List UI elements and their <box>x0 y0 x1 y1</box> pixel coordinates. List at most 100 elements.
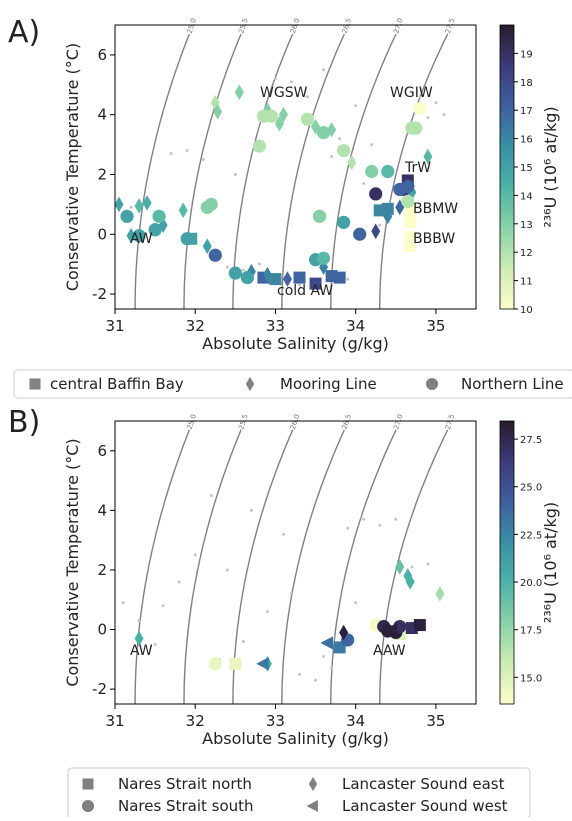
background-point <box>241 268 245 272</box>
data-point <box>365 164 379 179</box>
data-point <box>269 273 282 286</box>
isopycnal <box>330 33 397 309</box>
data-point <box>404 216 417 229</box>
background-point <box>330 666 334 670</box>
colorbar-label: ²³⁶U (10⁶ at/kg) <box>541 106 560 227</box>
data-point <box>347 154 357 171</box>
data-point <box>395 199 405 216</box>
x-tick-label: 34 <box>346 317 365 335</box>
legend-label: Nares Strait north <box>118 775 252 793</box>
y-tick-label: 6 <box>97 442 107 460</box>
annotation: TrW <box>404 160 431 176</box>
data-point <box>264 109 279 123</box>
x-tick-label: 35 <box>426 317 445 335</box>
background-point <box>153 642 157 646</box>
annotation: cold AW <box>277 283 333 299</box>
isopycnal-label: 27.5 <box>444 17 456 34</box>
data-point <box>208 248 222 262</box>
colorbar-tick-label: 20.0 <box>520 578 542 589</box>
y-axis-label: Conservative Temperature (°C) <box>63 43 82 291</box>
data-point <box>327 121 337 138</box>
legend-marker <box>306 799 318 813</box>
annotation: WGIW <box>390 85 433 101</box>
data-point <box>234 84 244 101</box>
data-point <box>114 196 124 213</box>
isopycnal <box>379 429 449 704</box>
background-point <box>410 565 414 569</box>
background-point <box>434 101 438 105</box>
data-point <box>202 238 212 255</box>
x-tick-label: 34 <box>346 712 365 730</box>
x-tick-label: 35 <box>426 712 445 730</box>
colorbar-tick-label: 11 <box>520 277 533 288</box>
data-point <box>132 229 146 243</box>
annotation: BBBW <box>413 231 455 247</box>
isopycnal <box>134 33 191 309</box>
y-tick-label: 2 <box>97 165 107 183</box>
data-point <box>316 251 331 265</box>
data-point <box>204 197 218 211</box>
data-point <box>413 619 426 632</box>
isopycnal-label: 25.0 <box>186 17 198 34</box>
data-point <box>333 641 346 654</box>
isopycnal <box>183 33 242 309</box>
background-point <box>394 517 398 521</box>
y-tick-label: 6 <box>97 46 107 64</box>
background-point <box>129 205 133 209</box>
data-point <box>403 568 413 584</box>
data-point <box>384 622 398 637</box>
data-point <box>148 223 162 237</box>
isopycnal-label: 27.0 <box>392 17 404 34</box>
isopycnal <box>183 429 242 704</box>
background-point <box>177 580 181 584</box>
background-point <box>346 277 350 281</box>
background-point <box>362 181 366 185</box>
data-point <box>134 630 144 647</box>
colorbar <box>499 420 515 705</box>
data-point <box>312 209 327 223</box>
data-point <box>142 195 152 211</box>
y-tick-label: 0 <box>97 225 107 243</box>
background-point <box>169 152 173 156</box>
background-point <box>249 508 253 512</box>
x-tick-label: 31 <box>105 712 124 730</box>
background-point <box>257 262 261 266</box>
data-point <box>383 208 393 225</box>
colorbar-tick-label: 22.5 <box>520 530 542 541</box>
y-tick-label: 4 <box>97 106 107 124</box>
colorbar-tick-label: 12 <box>520 248 533 259</box>
annotation: WGSW <box>260 85 308 101</box>
background-point <box>241 639 245 643</box>
data-point <box>120 209 134 223</box>
x-axis-label: Absolute Salinity (g/kg) <box>202 334 389 353</box>
x-tick-label: 33 <box>266 712 285 730</box>
y-axis-label: Conservative Temperature (°C) <box>63 438 82 686</box>
background-point <box>442 113 446 117</box>
isopycnal-label: 25.5 <box>237 17 249 34</box>
data-point <box>405 574 415 590</box>
isopycnal-label: 25.5 <box>237 413 249 430</box>
background-point <box>418 95 422 99</box>
background-point <box>209 493 213 497</box>
legend-marker <box>308 776 318 792</box>
panel-label: A) <box>8 15 40 50</box>
data-point <box>213 103 223 120</box>
background-point <box>289 592 293 596</box>
colorbar-tick-label: 15.0 <box>520 673 542 684</box>
colorbar-tick-label: 16 <box>520 135 533 146</box>
colorbar-tick-label: 15 <box>520 163 533 174</box>
background-point <box>185 149 189 153</box>
isopycnal-label: 26.0 <box>289 17 301 34</box>
data-point <box>228 266 242 280</box>
legend-label: Nares Strait south <box>118 797 254 815</box>
legend-marker <box>425 377 439 391</box>
isopycnal-label: 26.5 <box>341 17 353 34</box>
background-point <box>265 610 269 614</box>
data-point <box>393 182 407 197</box>
data-point <box>152 209 166 223</box>
data-point <box>178 202 188 219</box>
legend-marker <box>29 378 41 390</box>
legend-label: central Baffin Bay <box>50 375 184 393</box>
data-point <box>413 102 427 116</box>
